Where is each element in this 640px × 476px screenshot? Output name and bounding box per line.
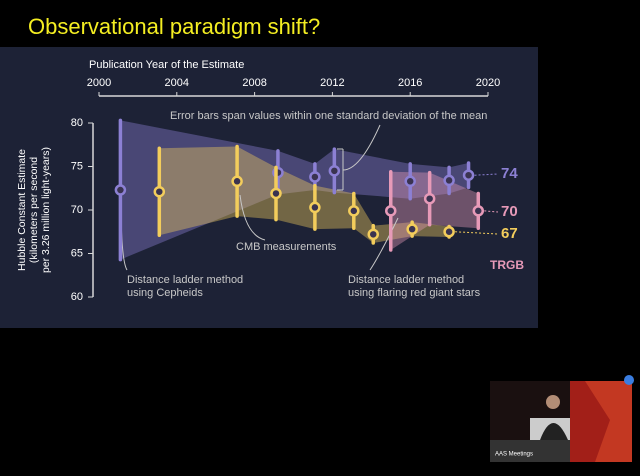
speaker-body [540, 423, 568, 440]
data-point [472, 205, 485, 217]
data-point [348, 205, 360, 217]
data-point [328, 165, 341, 177]
data-point [385, 205, 397, 217]
uncertainty-band [159, 146, 450, 244]
video-badge [624, 375, 634, 385]
data-point [462, 169, 475, 181]
series-tag: TRGB [490, 258, 524, 272]
x-tick-label: 2020 [476, 77, 500, 89]
x-tick-label: 2008 [242, 77, 266, 89]
end-label: 74 [501, 165, 518, 182]
x-tick-label: 2012 [320, 77, 344, 89]
data-point [270, 187, 282, 200]
end-label: 70 [501, 203, 518, 220]
annotation: Error bars span values within one standa… [170, 110, 487, 122]
y-tick-label: 60 [71, 291, 83, 303]
data-point [153, 185, 166, 198]
leader-line [369, 217, 399, 271]
video-thumbnail: AAS Meetings [490, 375, 634, 462]
series-label: CMB measurements [236, 241, 337, 253]
data-point [423, 192, 436, 205]
end-label-leader [455, 231, 499, 235]
data-point [309, 171, 321, 183]
data-point [443, 226, 455, 238]
data-point [404, 175, 416, 188]
y-tick-label: 65 [71, 247, 83, 259]
y-axis-title: per 3.26 million light-years) [40, 147, 52, 273]
x-tick-label: 2016 [398, 77, 422, 89]
y-axis-title: (kilometers per second [28, 157, 40, 263]
series-label: Distance ladder method [348, 274, 464, 286]
data-point [367, 228, 379, 241]
video-caption: AAS Meetings [495, 452, 533, 458]
series-label: using flaring red giant stars [348, 287, 481, 299]
x-tick-label: 2000 [87, 77, 111, 89]
data-point [114, 184, 127, 196]
uncertainty-band [120, 120, 469, 260]
y-tick-label: 70 [71, 204, 83, 216]
data-point [406, 223, 418, 235]
y-axis-title: Hubble Constant Estimate [16, 149, 28, 271]
data-point [309, 201, 321, 214]
desk [490, 440, 570, 462]
video-glow [585, 381, 632, 462]
leader-line [239, 194, 266, 241]
speaker-head [546, 395, 560, 409]
series-label: Distance ladder method [127, 274, 243, 286]
data-point [443, 174, 455, 187]
leader-line [337, 124, 381, 191]
x-axis-title: Publication Year of the Estimate [89, 59, 244, 71]
series-label: using Cepheids [127, 287, 203, 299]
slide-title: Observational paradigm shift? [28, 14, 320, 39]
y-tick-label: 75 [71, 160, 83, 172]
data-point [231, 175, 243, 188]
y-tick-label: 80 [71, 117, 83, 129]
end-label: 67 [501, 225, 518, 242]
x-tick-label: 2004 [165, 77, 189, 89]
